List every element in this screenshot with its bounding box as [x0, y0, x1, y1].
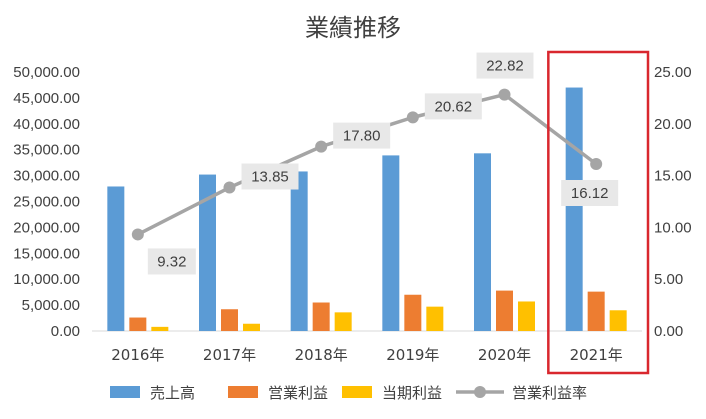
bar — [382, 155, 400, 331]
data-label-box — [424, 93, 482, 120]
data-label-box — [561, 179, 619, 206]
bar — [496, 290, 513, 331]
x-tick-label: 2016年 — [111, 346, 164, 364]
chart-title: 業績推移 — [305, 14, 401, 42]
bar — [404, 294, 422, 331]
y-left-tick-label: 45,000.00 — [13, 90, 80, 107]
data-label: 16.12 — [571, 185, 609, 202]
legend-label: 売上高 — [150, 384, 195, 402]
bar — [565, 87, 583, 331]
bar — [609, 310, 627, 331]
highlight-rect — [547, 50, 650, 375]
bars — [107, 87, 627, 331]
x-tick-label: 2018年 — [295, 346, 348, 364]
bar — [587, 291, 605, 331]
y-right-tick-label: 15.00 — [654, 168, 692, 185]
ratio-point — [315, 140, 328, 153]
bar — [334, 312, 352, 331]
bar — [518, 301, 535, 331]
y-left-tick-label: 40,000.00 — [13, 116, 80, 133]
data-label: 13.85 — [251, 169, 289, 186]
y-left-tick-label: 10,000.00 — [13, 271, 80, 288]
data-label: 9.32 — [157, 253, 186, 270]
y-left-tick-label: 30,000.00 — [13, 168, 80, 185]
bar — [474, 153, 491, 331]
axes: 0.00 5,000.00 10,000.00 15,000.00 20,000.00 2… — [13, 64, 691, 364]
legend-label: 営業利益率 — [512, 384, 587, 402]
x-tick-label: 2021年 — [570, 346, 623, 364]
legend-label: 営業利益 — [268, 384, 328, 402]
legend-swatch — [110, 386, 140, 398]
ratio-point — [498, 88, 511, 101]
data-label: 22.82 — [486, 58, 524, 75]
y-right-tick-label: 20.00 — [654, 116, 692, 133]
legend-swatch — [228, 386, 258, 398]
bar — [290, 171, 308, 331]
legend: 売上高 営業利益 当期利益 営業利益率 — [110, 384, 587, 402]
ratio-point — [223, 181, 236, 194]
ratio-point — [590, 157, 603, 170]
x-tick-label: 2019年 — [386, 346, 439, 364]
bar — [151, 326, 169, 331]
data-label-box — [333, 122, 391, 149]
y-left-tick-label: 15,000.00 — [13, 245, 80, 262]
legend-marker — [474, 386, 486, 398]
bar — [199, 174, 216, 331]
y-right-tick-label: 0.00 — [654, 323, 683, 340]
legend-label: 当期利益 — [382, 384, 442, 402]
data-label: 20.62 — [435, 98, 473, 115]
bar — [221, 309, 238, 331]
y-right-tick-label: 25.00 — [654, 64, 692, 81]
legend-swatch — [342, 386, 372, 398]
ratio-point — [131, 228, 144, 241]
y-left-tick-label: 25,000.00 — [13, 194, 80, 211]
bar — [129, 317, 147, 331]
x-tick-label: 2017年 — [203, 346, 256, 364]
bar — [312, 302, 330, 331]
bar — [243, 323, 260, 331]
data-label-box — [476, 52, 534, 79]
y-left-tick-label: 0.00 — [51, 323, 80, 340]
data-label-box — [241, 163, 299, 190]
y-left-tick-label: 35,000.00 — [13, 142, 80, 159]
bar — [107, 186, 125, 331]
data-label-box — [147, 248, 196, 275]
highlight-box — [547, 50, 650, 375]
ratio-point — [406, 111, 419, 124]
data-label: 17.80 — [343, 128, 381, 145]
y-left-tick-label: 5,000.00 — [22, 297, 80, 314]
y-right-tick-label: 10.00 — [654, 219, 692, 236]
y-left-tick-label: 20,000.00 — [13, 219, 80, 236]
bar — [426, 306, 444, 331]
y-right-tick-label: 5.00 — [654, 271, 683, 288]
data-labels: 9.32 13.85 17.80 20.62 22.82 16.12 — [147, 52, 619, 275]
y-left-tick-label: 50,000.00 — [13, 64, 80, 81]
x-tick-label: 2020年 — [478, 346, 531, 364]
